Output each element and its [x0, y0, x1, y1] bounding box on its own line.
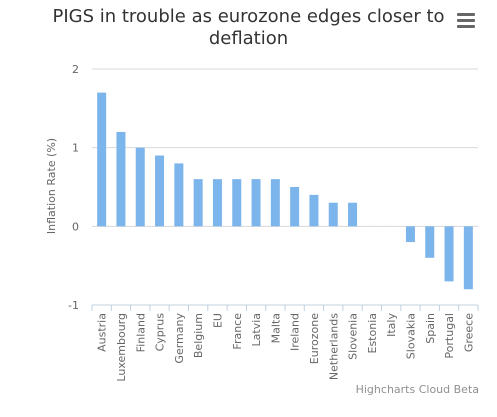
x-tick-label: Austria — [96, 313, 109, 352]
bar[interactable] — [232, 179, 242, 227]
x-tick-label: Belgium — [192, 313, 205, 358]
bar[interactable] — [463, 226, 473, 290]
x-tick-label: France — [231, 313, 244, 350]
bar[interactable] — [97, 92, 107, 227]
grid-lines — [92, 68, 478, 306]
x-axis: Austria Luxembourg Finland Cyprus Germany Bel… — [91, 304, 479, 382]
x-tick-label: Estonia — [366, 313, 379, 354]
x-tick-label: Cyprus — [154, 313, 167, 352]
x-tick-label: Latvia — [250, 313, 263, 347]
bar[interactable] — [444, 226, 454, 282]
x-tick-label: Luxembourg — [115, 313, 128, 382]
bar[interactable] — [155, 155, 165, 227]
x-tick-label: Spain — [424, 313, 437, 344]
bar[interactable] — [290, 187, 300, 227]
bar-series — [97, 92, 473, 290]
x-tick-label: Slovakia — [404, 313, 417, 359]
x-tick-label: Portugal — [443, 313, 456, 359]
bar[interactable] — [116, 131, 126, 227]
hamburger-menu-icon[interactable] — [457, 13, 475, 29]
x-tick-label: Finland — [134, 313, 147, 352]
bar[interactable] — [328, 202, 338, 227]
bar[interactable] — [212, 179, 222, 227]
chart-title: PIGS in trouble as eurozone edges closer… — [52, 6, 445, 49]
y-tick-label: 1 — [72, 142, 79, 155]
bar[interactable] — [405, 226, 415, 243]
x-tick-label: Germany — [173, 313, 186, 364]
bar[interactable] — [425, 226, 435, 258]
x-tick-label: Eurozone — [308, 313, 321, 364]
x-tick-label: Slovenia — [347, 313, 360, 360]
x-tick-label: Italy — [385, 313, 398, 337]
x-tick-label: Malta — [269, 313, 282, 343]
bar[interactable] — [251, 179, 261, 227]
bar[interactable] — [348, 202, 358, 227]
bar[interactable] — [174, 163, 184, 227]
x-tick-label: Greece — [462, 313, 475, 352]
credits-link[interactable]: Highcharts Cloud Beta — [355, 383, 479, 396]
y-tick-label: 0 — [72, 220, 79, 233]
bar[interactable] — [309, 194, 319, 227]
bar[interactable] — [270, 179, 280, 227]
y-tick-label: 2 — [72, 63, 79, 76]
y-axis-label: Inflation Rate (%) — [45, 138, 58, 234]
bar[interactable] — [135, 147, 145, 227]
x-tick-label: Netherlands — [327, 313, 340, 380]
bar[interactable] — [193, 179, 203, 227]
y-tick-label: -1 — [68, 299, 79, 312]
x-tick-label: EU — [211, 313, 224, 328]
y-axis: -1 0 1 2 — [68, 63, 79, 312]
x-tick-label: Ireland — [289, 313, 302, 351]
